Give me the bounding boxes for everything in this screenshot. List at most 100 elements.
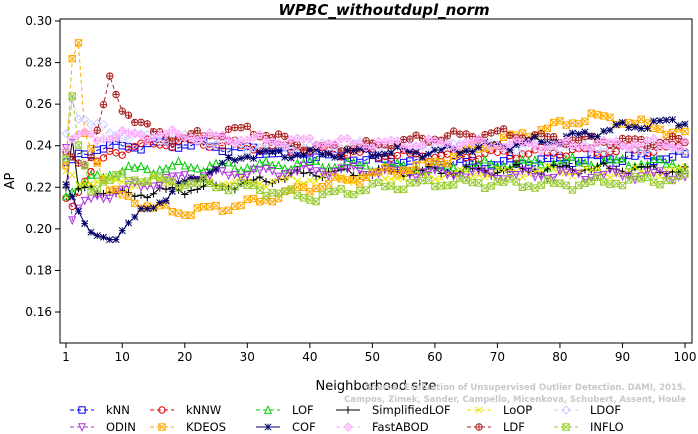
data-point xyxy=(681,150,689,158)
data-point xyxy=(356,145,364,153)
legend-marker xyxy=(344,406,352,414)
legend-item-loop: LoOP xyxy=(467,403,532,417)
series-inflo xyxy=(62,92,689,206)
data-point xyxy=(337,147,345,155)
data-point xyxy=(117,125,127,136)
data-point xyxy=(342,133,353,144)
data-point xyxy=(356,186,364,195)
data-point xyxy=(650,117,658,125)
y-tick-label: 0.18 xyxy=(25,263,52,277)
data-point xyxy=(606,173,614,181)
data-point xyxy=(299,157,308,167)
y-tick-label: 0.24 xyxy=(25,139,52,153)
data-point xyxy=(193,185,202,194)
data-point xyxy=(350,147,358,155)
y-tick-label: 0.22 xyxy=(25,180,52,194)
data-point xyxy=(192,135,203,146)
data-point xyxy=(449,181,458,189)
data-point xyxy=(312,197,320,206)
data-point xyxy=(143,164,152,174)
data-point xyxy=(287,169,296,179)
data-point xyxy=(143,120,151,128)
data-point xyxy=(650,178,658,186)
data-point xyxy=(624,143,634,154)
data-point xyxy=(205,160,214,170)
data-point xyxy=(431,182,439,191)
data-point xyxy=(137,183,146,193)
data-point xyxy=(318,162,327,172)
data-point xyxy=(637,115,645,123)
legend-label: kNNW xyxy=(186,403,221,417)
data-point xyxy=(193,204,202,212)
data-point xyxy=(506,131,514,139)
data-point xyxy=(581,164,589,172)
data-point xyxy=(437,151,445,160)
data-point xyxy=(387,182,395,190)
legend-item-odin: ODIN xyxy=(70,420,136,434)
data-point xyxy=(387,162,396,172)
data-point xyxy=(250,154,258,163)
data-point xyxy=(680,136,690,146)
data-point xyxy=(543,165,552,173)
data-point xyxy=(124,145,133,153)
series-line xyxy=(65,119,686,241)
y-axis-label: AP xyxy=(3,172,18,189)
data-point xyxy=(543,162,551,170)
data-point xyxy=(462,173,471,183)
data-point xyxy=(274,130,283,138)
data-point xyxy=(662,116,670,124)
data-point xyxy=(243,195,252,204)
data-point xyxy=(368,180,377,188)
data-point xyxy=(174,179,183,187)
data-point xyxy=(255,129,265,140)
data-point xyxy=(367,142,378,153)
data-point xyxy=(224,157,233,167)
y-tick-label: 0.30 xyxy=(25,14,52,28)
data-point xyxy=(593,164,602,173)
data-point xyxy=(587,166,595,174)
data-point xyxy=(356,179,364,187)
data-point xyxy=(412,131,420,139)
data-point xyxy=(612,121,620,129)
data-point xyxy=(293,177,301,185)
data-point xyxy=(73,114,84,125)
data-point xyxy=(412,179,420,187)
data-point xyxy=(555,167,564,177)
legend-marker xyxy=(264,404,272,414)
data-point xyxy=(662,166,670,174)
data-point xyxy=(198,131,209,142)
data-point xyxy=(412,173,421,183)
data-point xyxy=(456,149,464,157)
data-point xyxy=(312,177,320,185)
data-point xyxy=(281,132,289,140)
series-fastabod xyxy=(61,125,690,156)
data-point xyxy=(81,220,89,228)
data-point xyxy=(155,164,164,174)
data-point xyxy=(337,153,345,161)
data-point xyxy=(93,185,101,193)
data-point xyxy=(131,213,139,221)
data-point xyxy=(262,177,270,186)
data-point xyxy=(118,107,126,115)
data-point xyxy=(99,154,108,162)
data-point xyxy=(193,179,202,187)
data-point xyxy=(173,129,184,139)
data-point xyxy=(124,161,133,170)
data-point xyxy=(518,154,527,164)
x-axis: 1 10 20 30 40 50 60 70 80 90 100 xyxy=(62,343,696,364)
data-point xyxy=(312,167,321,176)
data-point xyxy=(387,175,395,183)
legend-item-cof: COF xyxy=(256,420,316,434)
data-point xyxy=(431,146,439,154)
data-point xyxy=(206,168,214,176)
data-point xyxy=(561,135,571,145)
data-point xyxy=(675,168,683,177)
data-point xyxy=(443,159,452,168)
data-point xyxy=(124,111,133,119)
data-point xyxy=(130,178,139,188)
data-point xyxy=(374,178,383,186)
data-point xyxy=(506,166,514,174)
data-point xyxy=(575,130,583,138)
data-point xyxy=(286,143,296,154)
x-tick-label: 30 xyxy=(240,350,255,364)
